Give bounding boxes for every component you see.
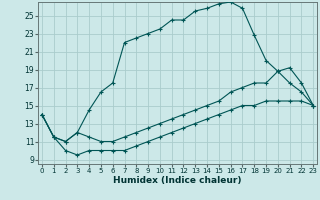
- X-axis label: Humidex (Indice chaleur): Humidex (Indice chaleur): [113, 176, 242, 185]
